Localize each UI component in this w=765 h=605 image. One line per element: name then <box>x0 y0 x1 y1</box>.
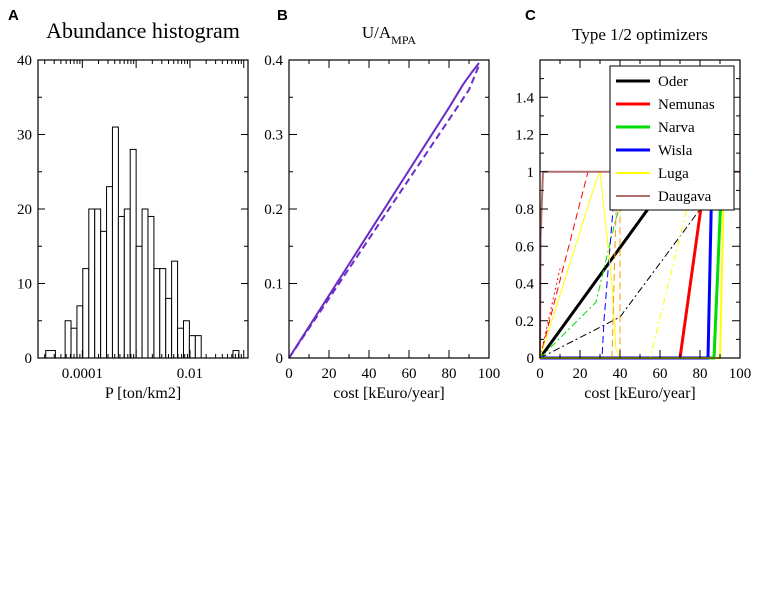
histogram-bar <box>111 126 119 359</box>
y-tick-label: 1.2 <box>515 128 534 144</box>
chart-title: Type 1/2 optimizers <box>572 25 708 44</box>
panel-a-letter: A <box>8 7 19 24</box>
chart-title-subscript: MPA <box>391 33 416 47</box>
x-axis-label: cost [kEuro/year] <box>333 385 445 402</box>
x-tick-label: 100 <box>729 366 752 382</box>
series-line <box>288 64 480 359</box>
chart-title: U/AMPA <box>362 23 417 47</box>
histogram-bar <box>171 260 179 359</box>
histogram-bar <box>100 230 108 359</box>
y-tick-label: 20 <box>17 202 32 218</box>
x-tick-label: 0.01 <box>177 366 203 382</box>
x-axis-label: cost [kEuro/year] <box>584 385 696 402</box>
y-tick-label: 10 <box>17 277 32 293</box>
histogram-bar <box>232 350 240 359</box>
legend-label: Wisla <box>658 143 693 159</box>
y-tick-label: 0.6 <box>515 239 534 255</box>
series-line <box>539 171 621 359</box>
y-tick-label: 0.4 <box>515 277 534 293</box>
y-tick-label: 0.2 <box>264 202 283 218</box>
series-line <box>288 62 480 359</box>
y-tick-label: 0 <box>276 351 284 367</box>
histogram-bar <box>177 327 184 359</box>
histogram-bar <box>165 297 173 359</box>
histogram-bar <box>182 320 190 359</box>
histogram-bar <box>153 268 161 359</box>
x-tick-label: 0 <box>536 366 544 382</box>
series-line <box>539 171 729 359</box>
y-tick-label: 0.8 <box>515 202 534 218</box>
histogram-bar <box>82 268 90 359</box>
y-tick-label: 40 <box>17 53 32 69</box>
x-tick-label: 60 <box>653 366 668 382</box>
panel-a: A Abundance histogram 0 10 20 30 40 0.0001 0.01… <box>8 7 249 402</box>
series-line <box>540 171 617 359</box>
series-line <box>539 171 589 359</box>
y-tick-label: 30 <box>17 128 32 144</box>
panel-c-letter: C <box>525 7 536 24</box>
x-tick-label: 20 <box>573 366 588 382</box>
x-tick-label: 40 <box>362 366 377 382</box>
histogram-bar <box>94 208 102 359</box>
series-line <box>539 268 561 359</box>
y-tick-label: 0.1 <box>264 277 283 293</box>
histogram-bar <box>106 186 113 359</box>
y-tick-label: 0.4 <box>264 53 283 69</box>
series-line <box>539 171 645 359</box>
y-tick-label: 1.4 <box>515 90 534 106</box>
chart-title-main: U/A <box>362 23 392 42</box>
y-tick-label: 0 <box>25 351 33 367</box>
histogram-bar <box>129 148 137 359</box>
x-axis-label: P [ton/km2] <box>105 385 181 402</box>
histogram-bar <box>141 208 149 359</box>
legend-label: Oder <box>658 74 688 90</box>
histogram-bar <box>159 268 167 359</box>
histogram-bar <box>135 245 143 359</box>
legend-label: Narva <box>658 120 695 136</box>
legend: Oder Nemunas Narva Wisla Luga Daugava <box>609 65 735 211</box>
panel-b-letter: B <box>277 7 288 24</box>
histogram-bar <box>64 320 72 359</box>
x-tick-label: 40 <box>613 366 628 382</box>
chart-title: Abundance histogram <box>46 18 240 43</box>
x-tick-label: 80 <box>693 366 708 382</box>
y-tick-label: 1 <box>527 165 535 181</box>
x-tick-label: 60 <box>402 366 417 382</box>
histogram-bar <box>123 208 131 359</box>
histogram-bar <box>88 208 96 359</box>
x-tick-label: 20 <box>322 366 337 382</box>
panel-c: C 0 20 40 60 80 100 0 0.2 0.4 0.6 0.8 1 1.2 1.4 cost [… <box>515 7 751 402</box>
histogram-bar <box>194 335 202 359</box>
histogram-bar <box>147 215 155 359</box>
panel-b: B 0 20 40 60 80 100 0 0.1 0.2 0.3 0.4 cost [kEuro/y… <box>264 7 500 402</box>
legend-label: Luga <box>658 166 689 182</box>
legend-box <box>609 65 735 211</box>
series-line <box>611 171 621 359</box>
histogram-bar <box>117 215 125 359</box>
x-tick-label: 0 <box>285 366 293 382</box>
x-tick-label: 80 <box>442 366 457 382</box>
legend-label: Nemunas <box>658 97 715 113</box>
legend-label: Daugava <box>658 189 712 205</box>
x-tick-label: 0.0001 <box>62 366 103 382</box>
histogram-bar <box>70 327 78 359</box>
y-tick-label: 0.3 <box>264 128 283 144</box>
y-tick-label: 0.2 <box>515 314 534 330</box>
x-tick-label: 100 <box>478 366 501 382</box>
y-tick-label: 0 <box>527 351 535 367</box>
